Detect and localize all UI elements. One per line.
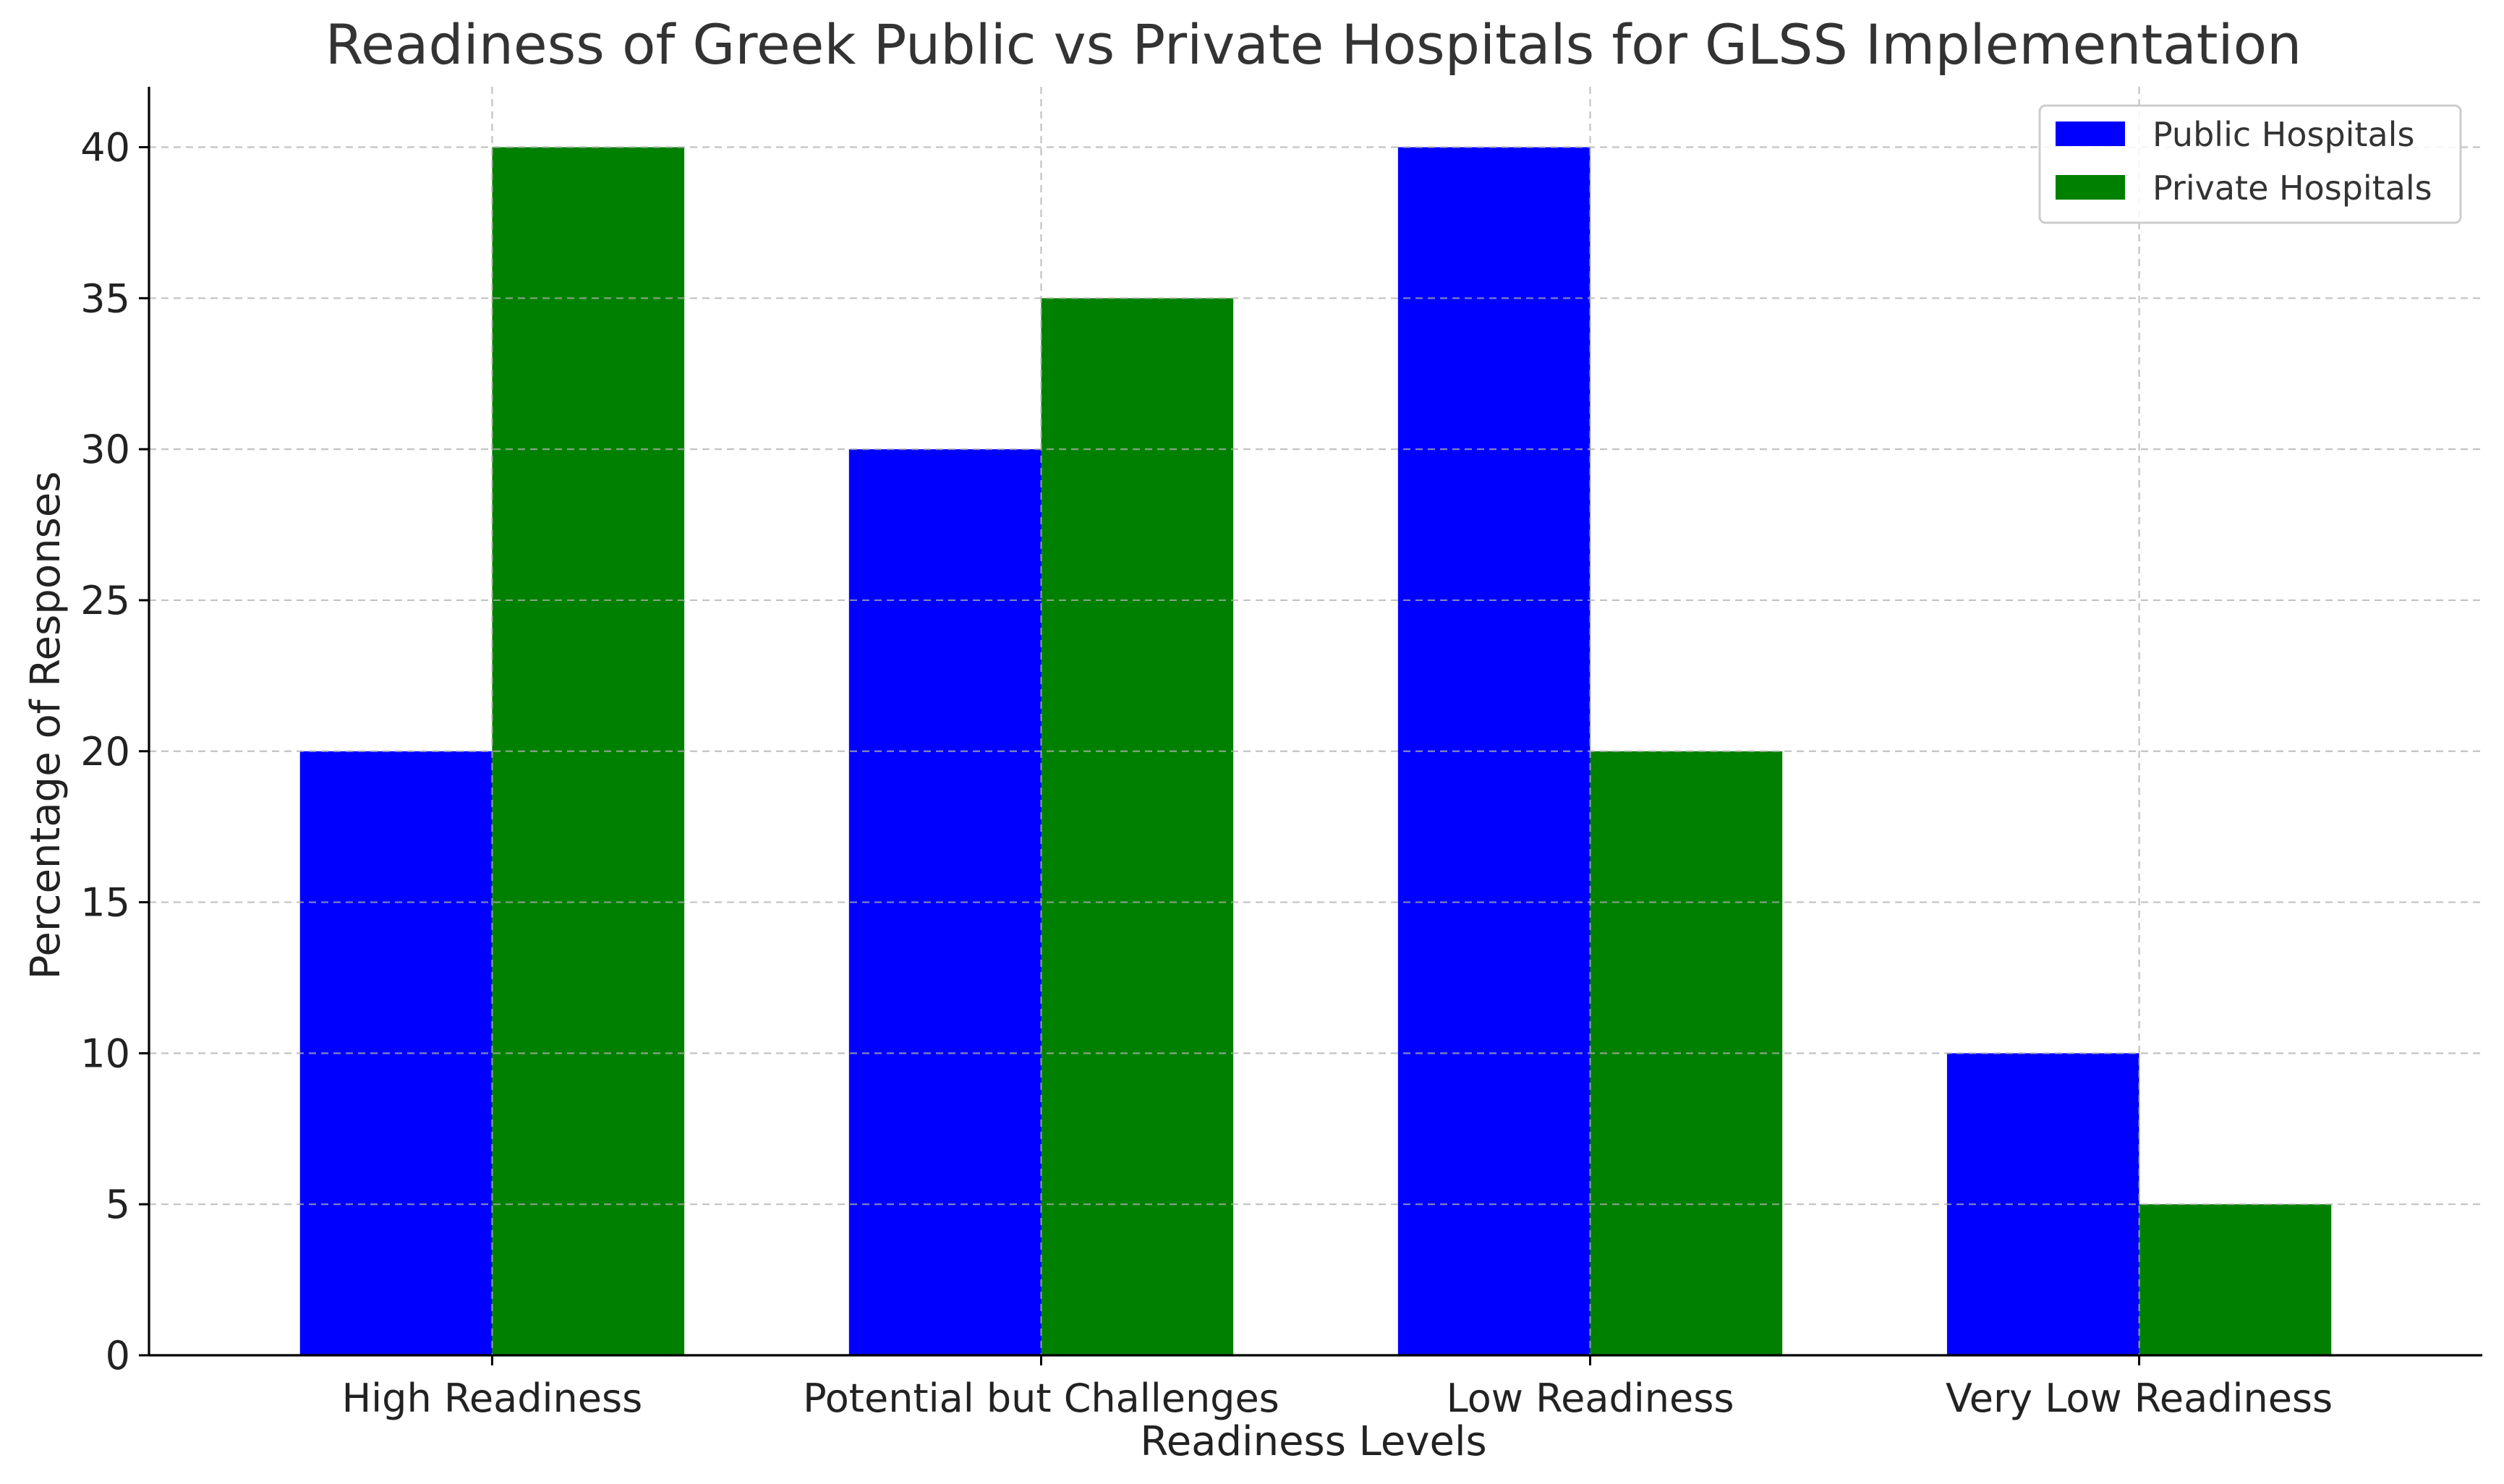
x-tick-label: Low Readiness xyxy=(1447,1376,1734,1421)
x-axis-label: Readiness Levels xyxy=(1140,1418,1486,1465)
y-tick-label: 40 xyxy=(80,125,130,171)
legend-box xyxy=(2038,104,2462,224)
y-tick-label: 20 xyxy=(80,729,130,775)
x-tick-label: Potential but Challenges xyxy=(803,1376,1279,1421)
y-tick-label: 35 xyxy=(80,276,130,321)
x-tick-label: Very Low Readiness xyxy=(1946,1376,2333,1421)
y-tick-label: 25 xyxy=(80,578,130,623)
ticks-layer: 0 5 10 15 20 25 30 35 40 High Readiness Potential … xyxy=(80,125,2333,1421)
legend-label-private: Private Hospitals xyxy=(2152,169,2432,208)
x-tick-label: High Readiness xyxy=(342,1376,643,1421)
legend-swatch-private xyxy=(2056,175,2125,200)
legend: Public Hospitals Private Hospitals xyxy=(2038,104,2462,224)
bar-private-very-low-readiness xyxy=(2139,1204,2332,1355)
y-tick-label: 30 xyxy=(80,427,130,472)
y-tick-label: 10 xyxy=(80,1031,130,1076)
bar-private-potential-but-challenges xyxy=(1041,298,1234,1355)
y-tick-label: 0 xyxy=(106,1333,130,1378)
chart-title: Readiness of Greek Public vs Private Hos… xyxy=(325,12,2302,77)
legend-label-public: Public Hospitals xyxy=(2152,115,2414,154)
y-axis-label: Percentage of Responses xyxy=(22,472,69,980)
y-tick-label: 15 xyxy=(80,880,130,926)
legend-swatch-public xyxy=(2056,121,2125,146)
y-tick-label: 5 xyxy=(106,1182,130,1227)
